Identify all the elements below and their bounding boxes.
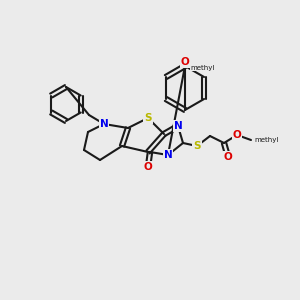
Text: O: O: [181, 57, 189, 67]
Text: methyl: methyl: [254, 137, 278, 143]
Text: S: S: [144, 113, 152, 123]
Text: S: S: [193, 141, 201, 151]
Text: O: O: [224, 152, 232, 162]
Text: O: O: [144, 162, 152, 172]
Text: N: N: [164, 150, 172, 160]
Text: N: N: [174, 121, 182, 131]
Text: N: N: [100, 119, 108, 129]
Text: methyl: methyl: [190, 65, 214, 71]
Text: O: O: [232, 130, 242, 140]
